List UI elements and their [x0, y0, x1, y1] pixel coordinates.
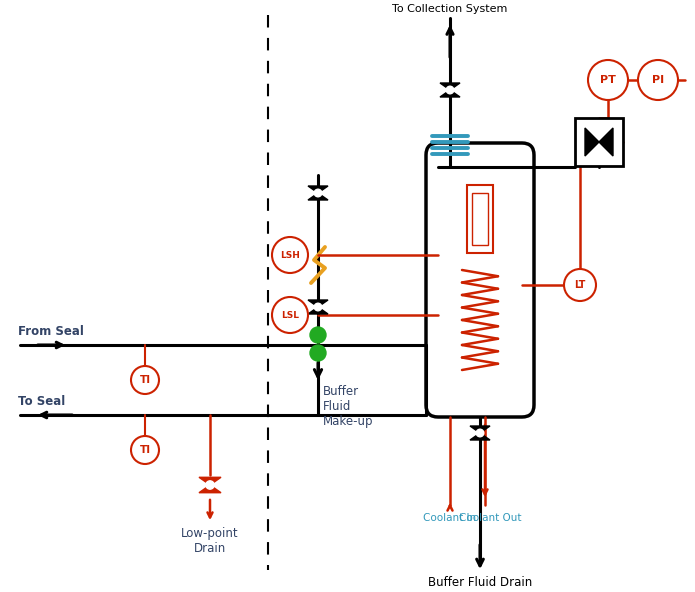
Circle shape: [206, 481, 214, 489]
Bar: [575, 118, 623, 166]
Circle shape: [310, 345, 326, 361]
Text: PT: PT: [600, 75, 616, 85]
Polygon shape: [308, 193, 328, 200]
Polygon shape: [440, 83, 460, 90]
Bar: [467, 185, 493, 253]
Text: To Seal: To Seal: [18, 395, 65, 408]
Circle shape: [446, 86, 454, 94]
Text: Low-point
Drain: Low-point Drain: [181, 527, 239, 555]
Text: Buffer
Fluid
Make-up: Buffer Fluid Make-up: [323, 385, 373, 428]
Circle shape: [588, 60, 628, 100]
Circle shape: [131, 366, 159, 394]
Circle shape: [314, 303, 322, 311]
Circle shape: [476, 429, 484, 437]
Bar: [472, 193, 488, 245]
Polygon shape: [599, 128, 613, 156]
Text: TI: TI: [140, 445, 151, 455]
Circle shape: [272, 237, 308, 273]
Text: LSL: LSL: [281, 310, 299, 320]
Text: From Seal: From Seal: [18, 325, 84, 338]
Circle shape: [314, 189, 322, 197]
Circle shape: [272, 297, 308, 333]
Text: To Collection System: To Collection System: [392, 4, 507, 14]
Polygon shape: [470, 426, 490, 433]
Polygon shape: [470, 433, 490, 440]
Polygon shape: [308, 300, 328, 307]
FancyBboxPatch shape: [426, 143, 534, 417]
Polygon shape: [308, 186, 328, 193]
Polygon shape: [199, 477, 221, 485]
Circle shape: [638, 60, 678, 100]
Text: Buffer Fluid Drain: Buffer Fluid Drain: [428, 576, 532, 589]
Polygon shape: [308, 307, 328, 314]
Polygon shape: [199, 485, 221, 493]
Text: LSH: LSH: [280, 250, 300, 259]
Text: Coolant In: Coolant In: [423, 513, 477, 523]
Circle shape: [564, 269, 596, 301]
Circle shape: [310, 327, 326, 343]
Text: PI: PI: [652, 75, 664, 85]
Polygon shape: [440, 90, 460, 97]
Text: LT: LT: [574, 280, 586, 290]
Circle shape: [131, 436, 159, 464]
Text: Coolant Out: Coolant Out: [459, 513, 521, 523]
Polygon shape: [585, 128, 599, 156]
Text: TI: TI: [140, 375, 151, 385]
